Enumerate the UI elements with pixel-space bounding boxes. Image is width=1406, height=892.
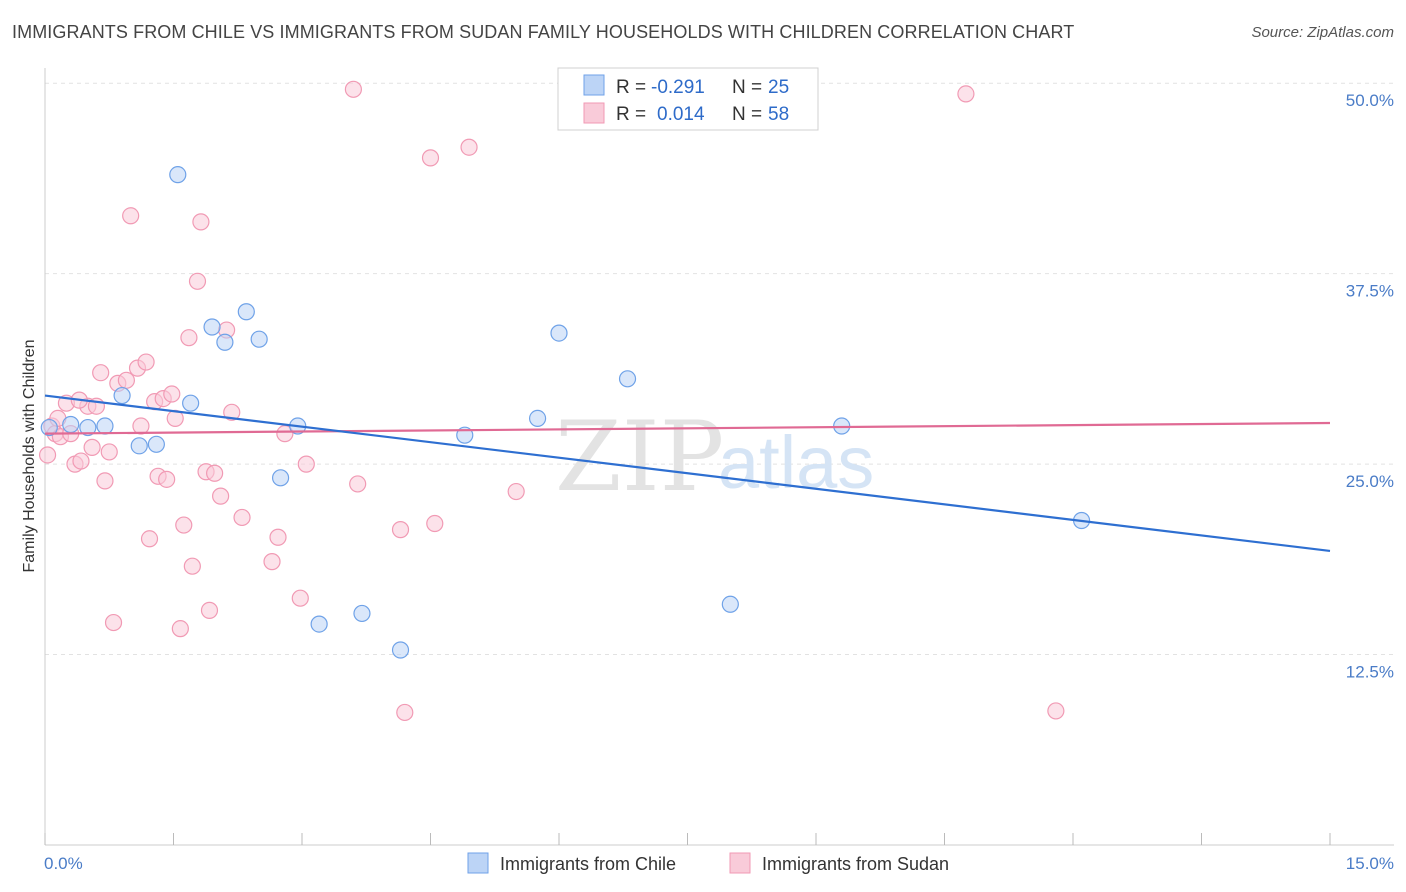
y-tick-label-0: 12.5%: [1346, 663, 1394, 682]
chile-point-12: [250, 330, 268, 348]
y-tick-label-2: 37.5%: [1346, 282, 1394, 301]
y-axis-title: Family Households with Children: [21, 340, 38, 573]
chile-point-17: [391, 641, 410, 659]
chile-point-22: [721, 595, 739, 613]
sudan-point-35: [200, 601, 219, 619]
sudan-point-30: [180, 329, 198, 347]
sudan-point-40: [233, 508, 251, 527]
chile-point-4: [113, 386, 131, 405]
chile-point-10: [216, 333, 234, 351]
x-ticks: [44, 833, 1331, 845]
sudan-point-48: [391, 521, 410, 539]
chile-point-20: [550, 324, 568, 342]
sudan-point-45: [297, 455, 315, 473]
chile-point-16: [353, 604, 371, 623]
chile-point-1: [62, 415, 80, 434]
legend-label-sudan: Immigrants from Sudan: [762, 854, 949, 874]
chile-point-19: [528, 409, 547, 428]
sudan-point-54: [957, 85, 975, 103]
sudan-point-49: [396, 703, 414, 722]
chile-point-8: [182, 394, 200, 412]
sudan-point-29: [175, 516, 193, 534]
x-tick-label-min: 0.0%: [44, 854, 83, 873]
sudan-point-42: [269, 528, 287, 546]
chile-point-21: [618, 370, 637, 388]
sudan-point-44: [291, 589, 309, 607]
sudan-point-17: [122, 207, 140, 225]
stats-r-value-sudan: 0.014: [657, 104, 705, 125]
sudan-point-33: [192, 213, 210, 231]
trend-lines: [44, 394, 1331, 553]
sudan-point-20: [137, 353, 155, 371]
stats-r-value-chile: -0.291: [651, 77, 705, 98]
legend-label-chile: Immigrants from Chile: [500, 854, 676, 874]
sudan-point-0: [38, 446, 57, 464]
sudan-point-47: [349, 475, 367, 493]
chart-title: IMMIGRANTS FROM CHILE VS IMMIGRANTS FROM…: [12, 22, 1075, 42]
sudan-point-28: [171, 620, 189, 638]
stats-n-label-sudan: N =: [732, 104, 762, 125]
stats-r-label-sudan: R =: [616, 104, 646, 125]
sudan-point-39: [223, 403, 241, 421]
stats-legend-swatch-sudan: [583, 102, 605, 124]
stats-n-value-chile: 25: [768, 77, 789, 98]
x-tick-label-max: 15.0%: [1346, 854, 1394, 873]
sudan-point-7: [72, 452, 90, 470]
sudan-point-52: [460, 138, 478, 156]
sudan-point-36: [206, 464, 224, 482]
watermark-zip: ZIP: [555, 401, 724, 513]
stats-r-label-chile: R =: [616, 77, 646, 98]
chile-point-9: [203, 318, 221, 336]
sudan-point-25: [158, 470, 176, 488]
sudan-point-50: [421, 149, 440, 167]
sudan-point-21: [140, 530, 159, 548]
chile-point-13: [271, 469, 290, 487]
y-tick-labels: 12.5% 25.0% 37.5% 50.0%: [1346, 91, 1394, 681]
sudan-point-9: [83, 438, 101, 456]
y-tick-label-1: 25.0%: [1346, 472, 1394, 491]
legend-swatch-chile: [467, 852, 489, 874]
sudan-point-41: [263, 553, 281, 571]
chile-point-0: [40, 418, 58, 437]
chile-point-6: [147, 435, 165, 453]
sudan-point-46: [344, 80, 362, 98]
chile-point-15: [310, 615, 328, 633]
chile-point-3: [96, 417, 114, 435]
sudan-point-31: [183, 557, 201, 575]
sudan-point-12: [96, 472, 114, 490]
legend-swatch-sudan: [729, 852, 751, 874]
sudan-point-13: [100, 443, 118, 461]
watermark-atlas: atlas: [718, 421, 874, 504]
stats-legend: R = -0.291 N = 25 R = 0.014 N = 58: [557, 67, 819, 131]
stats-legend-swatch-chile: [583, 74, 605, 96]
stats-n-value-sudan: 58: [768, 104, 789, 125]
sudan-point-11: [92, 364, 110, 382]
sudan-point-26: [163, 385, 181, 403]
sudan-point-53: [507, 482, 525, 501]
sudan-point-19: [132, 417, 150, 435]
sudan-trend-line: [44, 421, 1331, 435]
sudan-point-14: [104, 613, 123, 632]
sudan-point-37: [212, 487, 230, 505]
chile-point-7: [169, 166, 187, 184]
stats-n-label-chile: N =: [732, 77, 762, 98]
source-credit: Source: ZipAtlas.com: [1251, 24, 1394, 41]
sudan-point-32: [188, 272, 207, 290]
gridlines: [45, 82, 1394, 656]
series-legend: Immigrants from Chile Immigrants from Su…: [467, 852, 949, 874]
sudan-point-51: [426, 514, 444, 533]
chile-point-11: [237, 303, 255, 321]
chile-point-2: [79, 418, 97, 437]
sudan-point-55: [1047, 702, 1065, 720]
chile-point-5: [130, 437, 148, 455]
chile-trend-line: [44, 394, 1331, 553]
sudan-point-16: [117, 371, 135, 389]
y-tick-label-3: 50.0%: [1346, 91, 1394, 110]
